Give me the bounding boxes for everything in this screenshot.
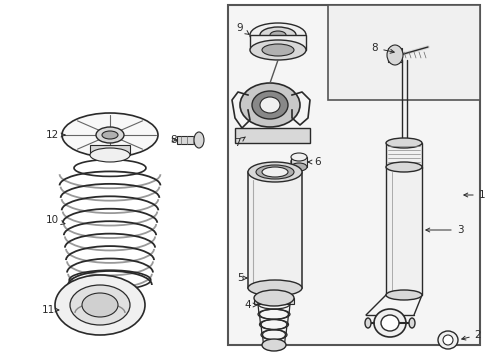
Ellipse shape: [82, 293, 118, 317]
Bar: [249, 35, 305, 50]
Text: 8: 8: [170, 135, 177, 145]
Ellipse shape: [62, 113, 158, 157]
Bar: [253, 298, 293, 304]
Ellipse shape: [247, 280, 302, 296]
Text: 10: 10: [45, 215, 65, 225]
Ellipse shape: [253, 290, 293, 306]
Bar: [290, 157, 306, 167]
Ellipse shape: [380, 315, 398, 331]
Text: 3: 3: [425, 225, 462, 235]
Ellipse shape: [290, 156, 306, 168]
Bar: [227, 5, 479, 345]
Bar: [327, 5, 479, 100]
Ellipse shape: [290, 163, 306, 171]
Text: 5: 5: [236, 273, 246, 283]
Ellipse shape: [240, 83, 299, 127]
Ellipse shape: [96, 127, 124, 143]
Ellipse shape: [386, 45, 402, 65]
Bar: [385, 167, 421, 295]
Text: 12: 12: [45, 130, 65, 140]
Polygon shape: [291, 92, 309, 125]
Ellipse shape: [364, 318, 370, 328]
Ellipse shape: [385, 162, 421, 172]
Ellipse shape: [262, 44, 293, 56]
Ellipse shape: [269, 31, 285, 39]
Ellipse shape: [373, 309, 405, 337]
Text: 8: 8: [371, 43, 393, 53]
Text: 1: 1: [463, 190, 484, 200]
Ellipse shape: [247, 162, 302, 182]
Ellipse shape: [102, 131, 118, 139]
Polygon shape: [231, 92, 249, 128]
Bar: [235, 128, 309, 143]
Ellipse shape: [249, 23, 305, 47]
Ellipse shape: [90, 148, 130, 162]
Text: 2: 2: [461, 330, 480, 340]
Text: 6: 6: [307, 157, 321, 167]
Ellipse shape: [437, 331, 457, 349]
Text: 9: 9: [236, 23, 248, 35]
Ellipse shape: [256, 165, 293, 179]
Ellipse shape: [385, 290, 421, 300]
Bar: [385, 143, 421, 168]
Text: 11: 11: [41, 305, 59, 315]
Bar: [90, 145, 130, 155]
Bar: [387, 48, 401, 62]
Text: 4: 4: [244, 300, 257, 310]
Ellipse shape: [249, 40, 305, 60]
Ellipse shape: [442, 335, 452, 345]
Ellipse shape: [260, 97, 280, 113]
Ellipse shape: [194, 132, 203, 148]
Ellipse shape: [260, 27, 295, 43]
Ellipse shape: [70, 285, 130, 325]
Ellipse shape: [55, 275, 145, 335]
Bar: [247, 172, 302, 288]
Ellipse shape: [408, 318, 414, 328]
Ellipse shape: [262, 339, 285, 351]
Text: 7: 7: [233, 137, 245, 148]
Ellipse shape: [290, 153, 306, 161]
Ellipse shape: [251, 91, 287, 119]
Ellipse shape: [262, 167, 287, 177]
Bar: [177, 136, 199, 144]
Ellipse shape: [385, 138, 421, 148]
